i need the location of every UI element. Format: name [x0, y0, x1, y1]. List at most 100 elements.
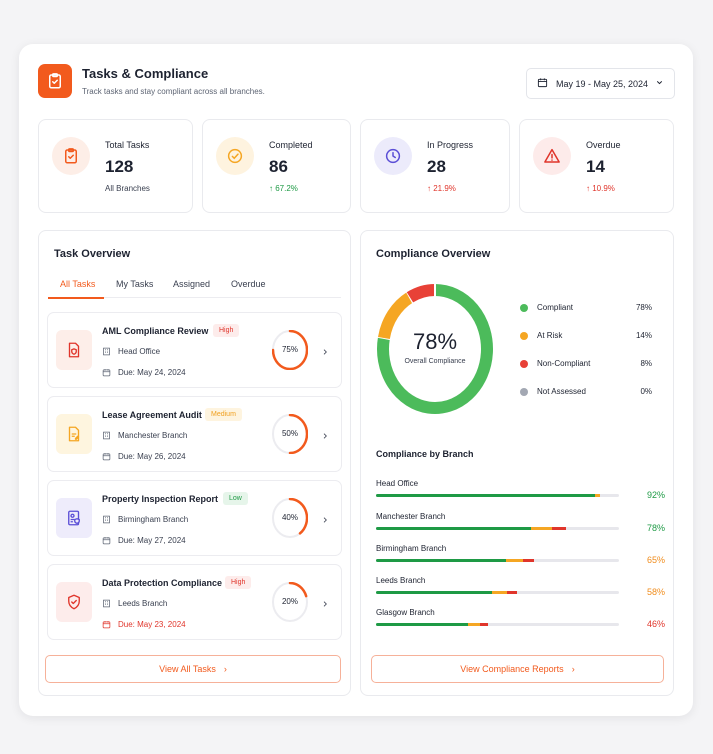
warning-icon [533, 137, 571, 175]
active-tab-indicator [48, 297, 104, 299]
tab-all-tasks[interactable]: All Tasks [60, 279, 96, 289]
branch-pct: 78% [646, 523, 665, 533]
stat-total-tasks[interactable]: Total Tasks 128 All Branches [38, 119, 193, 213]
branch-bar-segment [531, 527, 553, 530]
dashboard-card: Tasks & Compliance Track tasks and stay … [19, 44, 693, 716]
branch-row: Manchester Branch 78% [376, 512, 665, 533]
chevron-down-icon [655, 78, 664, 89]
shield-check-icon [56, 582, 92, 622]
branch-bar [376, 494, 619, 497]
task-branch: Manchester Branch [102, 431, 187, 440]
branch-bar-segment [376, 527, 532, 530]
stat-value: 86 [269, 157, 288, 176]
view-reports-label: View Compliance Reports [460, 664, 564, 674]
legend-pct: 0% [640, 387, 652, 396]
legend-dot [520, 388, 528, 396]
priority-badge: High [213, 324, 240, 337]
donut-slice-at-risk [378, 292, 414, 340]
view-compliance-reports-button[interactable]: View Compliance Reports › [371, 655, 664, 683]
legend-pct: 8% [640, 359, 652, 368]
branch-pct: 46% [646, 619, 665, 629]
branch-row: Head Office 92% [376, 479, 665, 500]
chevron-right-icon[interactable] [321, 512, 329, 530]
task-card[interactable]: AML Compliance Review High Head Office D… [47, 312, 342, 388]
chevron-right-icon[interactable] [321, 596, 329, 614]
branch-bar-segment [376, 591, 492, 594]
task-due: Due: May 26, 2024 [102, 452, 186, 461]
legend-name: Non-Compliant [537, 359, 591, 368]
branch-row: Glasgow Branch 46% [376, 608, 665, 629]
task-due: Due: May 27, 2024 [102, 536, 186, 545]
task-card[interactable]: Lease Agreement Audit Medium Manchester … [47, 396, 342, 472]
building-icon [103, 515, 110, 524]
clipboard-icon [52, 137, 90, 175]
priority-badge: High [225, 576, 252, 589]
legend-name: Not Assessed [537, 387, 586, 396]
stat-value: 128 [105, 157, 134, 176]
branch-bar-segment [376, 623, 468, 626]
tab-overdue[interactable]: Overdue [231, 279, 266, 289]
stat-trend: ↑ 21.9% [427, 184, 456, 193]
building-icon [103, 599, 110, 608]
document-shield-icon [56, 330, 92, 370]
task-card[interactable]: Data Protection Compliance High Leeds Br… [47, 564, 342, 640]
priority-badge: Low [223, 492, 248, 505]
legend-dot [520, 332, 528, 340]
task-card[interactable]: Property Inspection Report Low Birmingha… [47, 480, 342, 556]
progress-arc [288, 498, 308, 535]
calendar-icon [102, 453, 111, 461]
calendar-icon [537, 77, 548, 90]
task-due: Due: May 23, 2024 [102, 620, 186, 629]
branch-bar [376, 591, 619, 594]
stat-overdue[interactable]: Overdue 14 ↑ 10.9% [519, 119, 674, 213]
stat-value: 14 [586, 157, 605, 176]
progress-label: 40% [281, 513, 298, 522]
task-branch-label: Leeds Branch [118, 599, 168, 608]
stat-label: Total Tasks [105, 140, 150, 150]
progress-ring [272, 498, 308, 538]
chevron-right-icon: › [571, 664, 575, 674]
chevron-right-icon[interactable] [321, 344, 329, 362]
progress-ring [272, 414, 308, 454]
legend-pct: 78% [635, 303, 652, 312]
calendar-icon [102, 369, 111, 377]
document-edit-icon [56, 414, 92, 454]
branch-compliance-title: Compliance by Branch [376, 449, 474, 459]
view-all-tasks-button[interactable]: View All Tasks › [45, 655, 341, 683]
task-due-label: Due: May 26, 2024 [118, 452, 186, 461]
stat-label: Completed [269, 140, 313, 150]
task-due-label: Due: May 24, 2024 [118, 368, 186, 377]
stat-completed[interactable]: Completed 86 ↑ 67.2% [202, 119, 351, 213]
progress-ring [272, 582, 308, 622]
branch-pct: 92% [646, 490, 665, 500]
branch-bar-segment [479, 623, 488, 626]
check-circle-icon [216, 137, 254, 175]
building-icon [103, 347, 110, 356]
stat-label: In Progress [427, 140, 474, 150]
arrow-up-icon: ↑ [586, 184, 590, 193]
donut-slice-compliant [377, 284, 493, 414]
task-title: Lease Agreement Audit [102, 410, 202, 420]
tab-my-tasks[interactable]: My Tasks [116, 279, 154, 289]
arrow-up-icon: ↑ [269, 184, 273, 193]
branch-bar [376, 527, 619, 530]
branch-bar-segment [376, 494, 595, 497]
branch-name: Birmingham Branch [376, 544, 447, 553]
arrow-up-icon: ↑ [427, 184, 431, 193]
chevron-right-icon[interactable] [321, 428, 329, 446]
date-range-picker[interactable]: May 19 - May 25, 2024 [526, 68, 675, 99]
stat-trend-value: 67.2% [275, 184, 298, 193]
task-title: Property Inspection Report [102, 494, 219, 504]
progress-arc [288, 414, 308, 454]
compliance-title: Compliance Overview [376, 248, 491, 260]
tab-assigned[interactable]: Assigned [173, 279, 211, 289]
task-title: Data Protection Compliance [102, 578, 223, 588]
branch-name: Head Office [376, 479, 419, 488]
task-due: Due: May 24, 2024 [102, 368, 186, 377]
branch-bar-segment [507, 591, 517, 594]
task-title: AML Compliance Review [102, 326, 209, 336]
task-branch: Head Office [102, 347, 160, 356]
branch-row: Birmingham Branch 65% [376, 544, 665, 565]
stat-in-progress[interactable]: In Progress 28 ↑ 21.9% [360, 119, 510, 213]
stat-label: Overdue [586, 140, 621, 150]
